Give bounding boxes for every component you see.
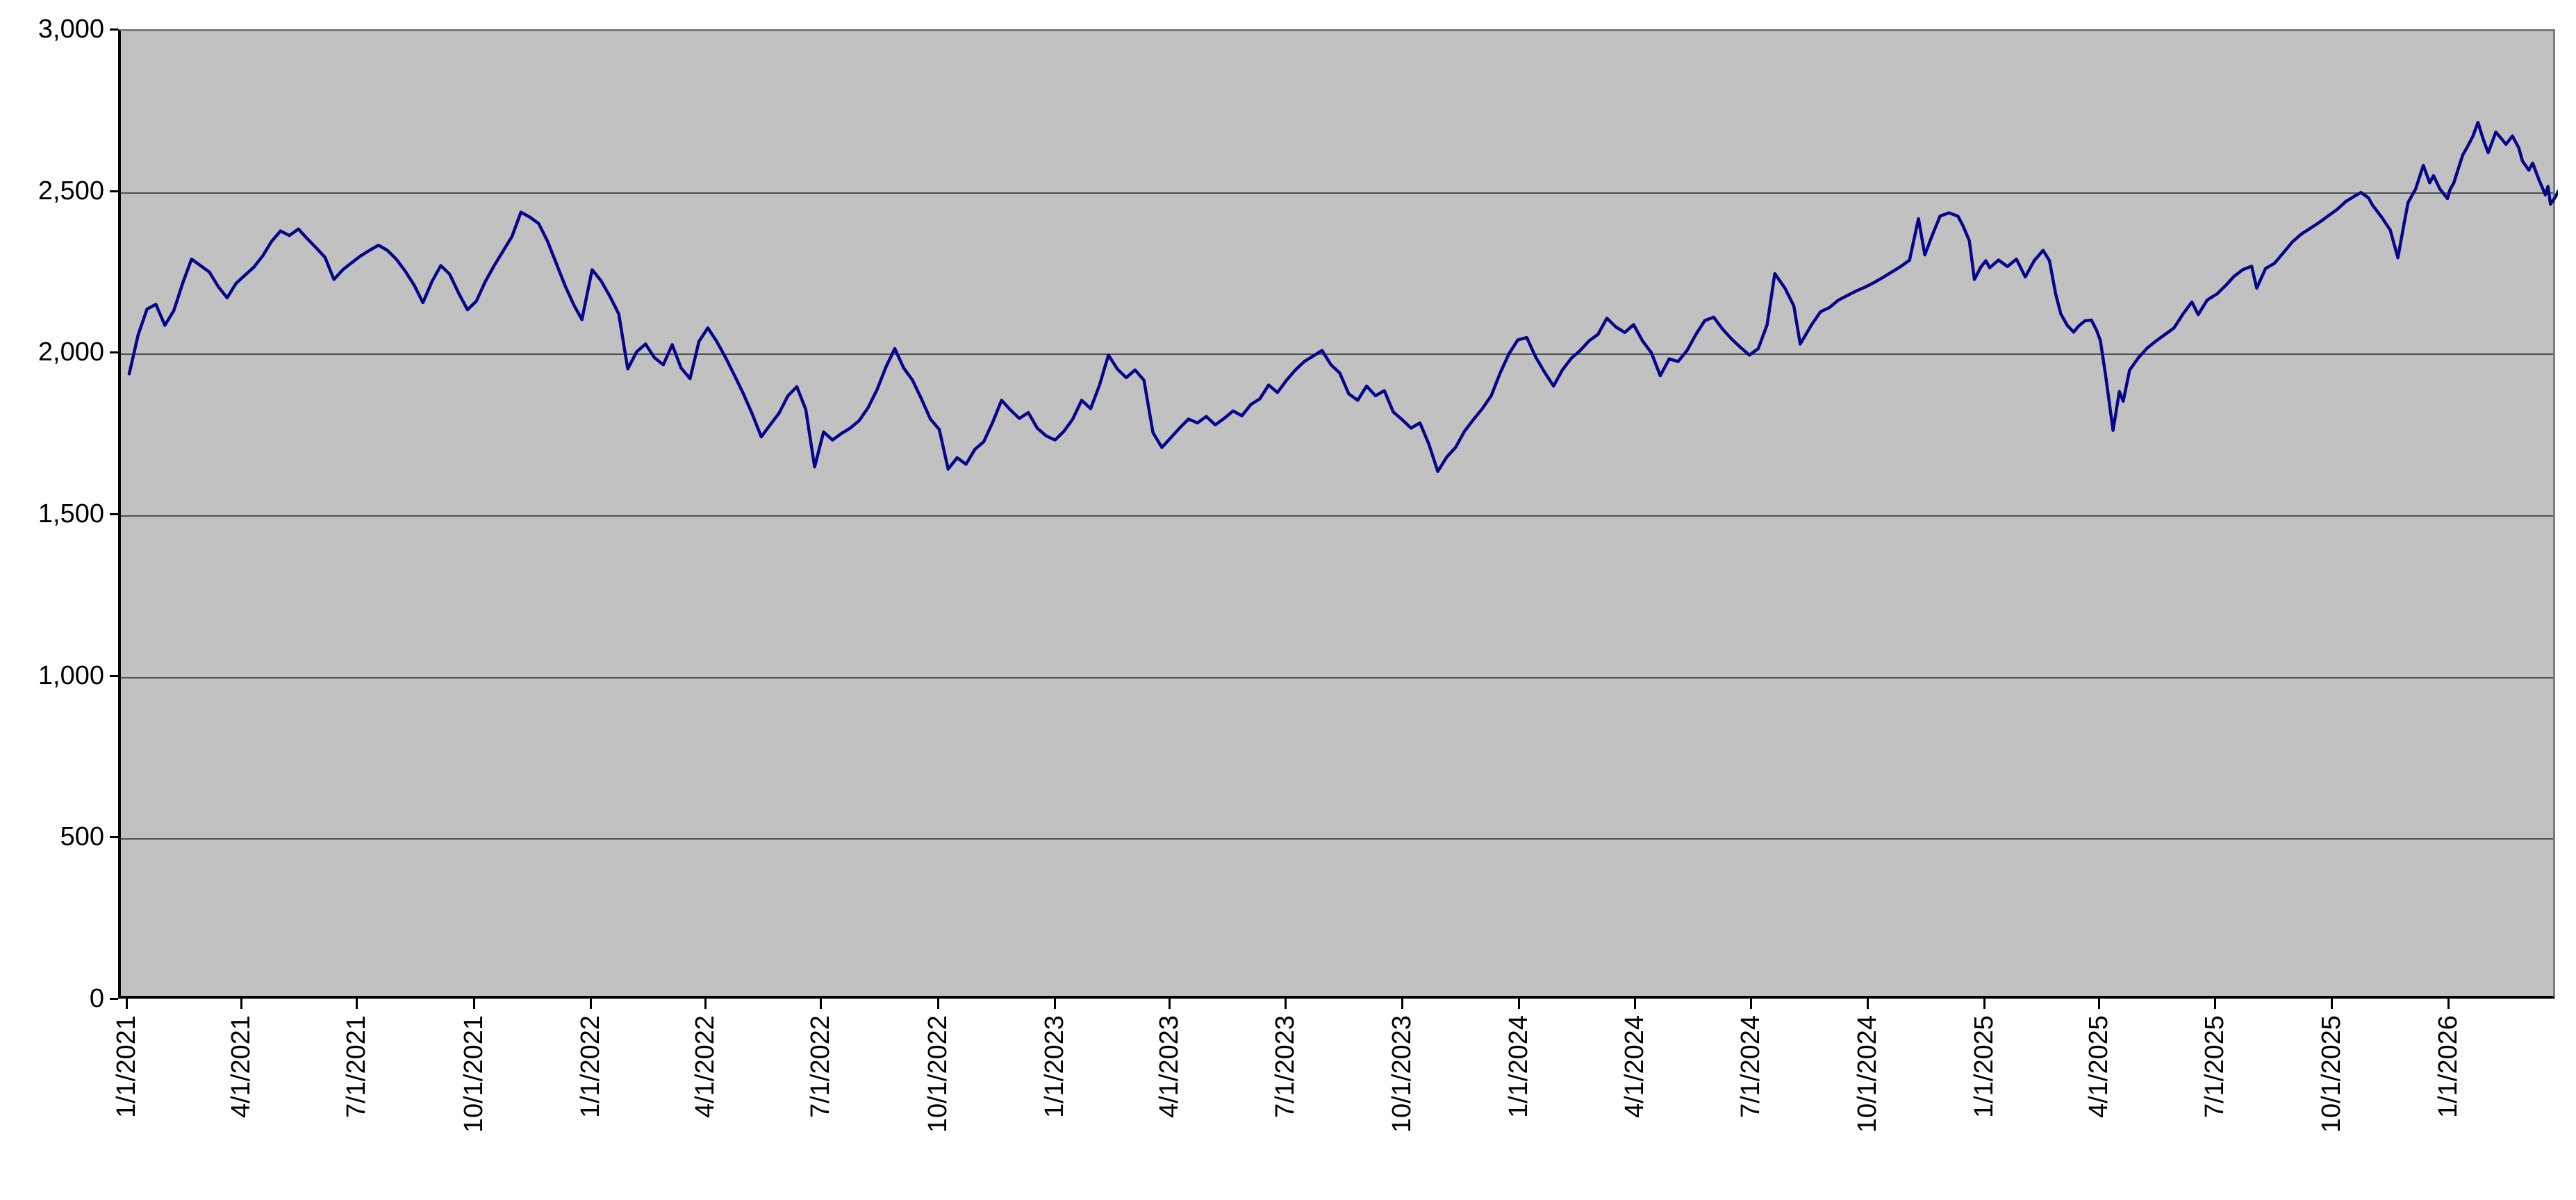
x-axis-label: 1/1/2024 bbox=[1504, 1015, 1534, 1118]
x-tick-mark bbox=[820, 999, 823, 1009]
x-axis-label: 1/1/2025 bbox=[1970, 1015, 1999, 1118]
x-axis-label: 4/1/2025 bbox=[2084, 1015, 2114, 1118]
x-tick-mark bbox=[240, 999, 242, 1009]
gridline-2000 bbox=[121, 353, 2553, 356]
y-tick-mark bbox=[110, 351, 118, 354]
x-axis-label: 1/1/2022 bbox=[576, 1015, 606, 1118]
y-tick-mark bbox=[110, 28, 118, 31]
x-axis-label: 4/1/2022 bbox=[690, 1015, 720, 1118]
x-axis-label: 10/1/2021 bbox=[459, 1015, 488, 1133]
y-tick-mark bbox=[110, 836, 118, 839]
x-axis-label: 10/1/2024 bbox=[1852, 1015, 1882, 1133]
y-axis-label: 2,000 bbox=[38, 338, 104, 367]
x-tick-mark bbox=[2331, 999, 2334, 1009]
plot-area bbox=[118, 29, 2558, 999]
x-tick-mark bbox=[1054, 999, 1057, 1009]
gridline-500 bbox=[121, 838, 2553, 840]
x-tick-mark bbox=[2213, 999, 2216, 1009]
x-axis-label: 10/1/2023 bbox=[1387, 1015, 1417, 1133]
y-axis-label: 0 bbox=[89, 984, 104, 1013]
y-tick-mark bbox=[110, 513, 118, 515]
y-tick-mark bbox=[110, 674, 118, 677]
x-tick-mark bbox=[1284, 999, 1287, 1009]
x-tick-mark bbox=[936, 999, 939, 1009]
x-tick-mark bbox=[1518, 999, 1521, 1009]
x-axis-label: 10/1/2022 bbox=[923, 1015, 952, 1133]
gridline-1000 bbox=[121, 676, 2553, 678]
x-axis-label: 1/1/2023 bbox=[1040, 1015, 1070, 1118]
y-tick-mark bbox=[110, 190, 118, 192]
x-axis-label: 10/1/2025 bbox=[2317, 1015, 2347, 1133]
x-tick-mark bbox=[1749, 999, 1752, 1009]
x-axis-label: 7/1/2025 bbox=[2199, 1015, 2229, 1118]
gridline-2500 bbox=[121, 192, 2553, 194]
x-axis-label: 4/1/2024 bbox=[1619, 1015, 1649, 1118]
y-axis-label: 2,500 bbox=[38, 176, 104, 206]
series-canvas bbox=[127, 120, 2558, 474]
x-axis-label: 1/1/2021 bbox=[112, 1015, 141, 1118]
x-tick-mark bbox=[590, 999, 593, 1009]
x-tick-mark bbox=[126, 999, 128, 1009]
x-axis-label: 7/1/2021 bbox=[342, 1015, 372, 1118]
y-tick-mark bbox=[110, 998, 118, 1000]
x-axis-label: 7/1/2022 bbox=[806, 1015, 836, 1118]
price-line bbox=[127, 120, 2558, 474]
y-axis-label: 1,000 bbox=[38, 660, 104, 690]
x-tick-mark bbox=[2098, 999, 2101, 1009]
x-tick-mark bbox=[1633, 999, 1636, 1009]
x-tick-mark bbox=[704, 999, 707, 1009]
x-axis-label: 4/1/2021 bbox=[226, 1015, 256, 1118]
y-axis-label: 1,500 bbox=[38, 499, 104, 528]
x-tick-mark bbox=[1866, 999, 1869, 1009]
x-tick-mark bbox=[356, 999, 358, 1009]
x-tick-mark bbox=[1983, 999, 1986, 1009]
x-axis-label: 1/1/2026 bbox=[2434, 1015, 2463, 1118]
x-tick-mark bbox=[1169, 999, 1171, 1009]
y-axis-label: 3,000 bbox=[38, 15, 104, 44]
x-tick-mark bbox=[1401, 999, 1403, 1009]
x-axis-label: 7/1/2023 bbox=[1270, 1015, 1300, 1118]
x-tick-mark bbox=[2447, 999, 2450, 1009]
gridline-1500 bbox=[121, 515, 2553, 517]
x-axis-label: 4/1/2023 bbox=[1155, 1015, 1184, 1118]
x-tick-mark bbox=[472, 999, 475, 1009]
x-axis-label: 7/1/2024 bbox=[1735, 1015, 1765, 1118]
y-axis-label: 500 bbox=[60, 822, 104, 852]
